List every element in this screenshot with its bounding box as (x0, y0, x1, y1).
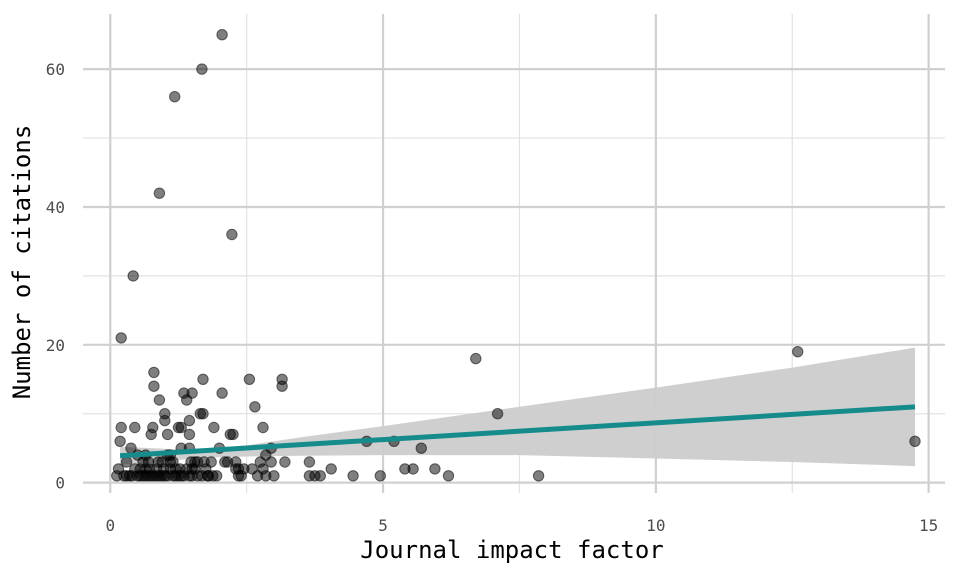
data-point (196, 63, 208, 75)
data-point (169, 91, 181, 103)
confidence-band (120, 347, 916, 467)
data-point (226, 228, 238, 241)
data-point (314, 470, 326, 482)
data-point (161, 428, 174, 441)
data-point (148, 366, 160, 379)
data-point (145, 428, 157, 441)
data-point (216, 29, 228, 41)
data-point (347, 470, 359, 482)
data-point (197, 373, 209, 385)
tick-labels: 0 5 10 15 0 20 40 60 (46, 60, 939, 535)
data-point (227, 428, 239, 441)
y-tick-label: 40 (46, 198, 65, 217)
x-tick-label: 15 (919, 516, 938, 535)
data-point (186, 463, 198, 475)
data-point (249, 401, 261, 413)
data-point (260, 470, 272, 482)
data-point (257, 421, 269, 434)
x-tick-label: 0 (105, 516, 115, 535)
data-point (143, 463, 156, 475)
y-tick-label: 0 (55, 474, 65, 493)
y-tick-label: 20 (46, 336, 65, 355)
data-point (243, 373, 256, 385)
data-point (183, 428, 196, 441)
data-point (909, 435, 921, 447)
data-point (183, 414, 196, 427)
confidence-band-layer (120, 347, 916, 467)
data-point (174, 463, 186, 475)
data-point (208, 421, 220, 434)
data-point (303, 456, 316, 468)
data-point (115, 332, 127, 344)
data-point (196, 470, 208, 482)
data-point (415, 442, 427, 454)
data-point (178, 387, 190, 399)
x-axis-title: Journal impact factor (360, 536, 663, 564)
data-point (127, 270, 139, 282)
data-point (159, 414, 171, 427)
data-point (491, 408, 504, 420)
data-point (129, 421, 141, 434)
data-point (205, 456, 217, 468)
data-point (374, 470, 386, 482)
x-tick-label: 5 (378, 516, 388, 535)
data-point (197, 408, 209, 420)
data-point (153, 187, 166, 199)
data-point (114, 435, 126, 447)
regression-line (119, 404, 916, 459)
fit-line-layer (119, 404, 916, 459)
y-axis-title: Number of citations (8, 125, 36, 400)
data-point (221, 456, 234, 468)
y-tick-label: 60 (46, 60, 65, 79)
data-point (151, 470, 163, 482)
data-point (232, 463, 245, 475)
data-point (148, 380, 160, 392)
data-point (792, 346, 804, 358)
data-point (325, 463, 337, 475)
data-point (407, 463, 419, 475)
data-point (279, 456, 291, 468)
grid (83, 14, 945, 493)
data-point (442, 470, 455, 482)
data-point (470, 352, 482, 365)
data-point (115, 421, 127, 434)
data-point (532, 470, 545, 482)
data-point (429, 463, 441, 475)
data-point (216, 387, 228, 399)
data-point (207, 470, 219, 482)
data-point (152, 456, 165, 468)
data-point (153, 394, 166, 406)
x-tick-label: 10 (646, 516, 665, 535)
data-point (276, 380, 288, 392)
data-point (172, 421, 185, 434)
